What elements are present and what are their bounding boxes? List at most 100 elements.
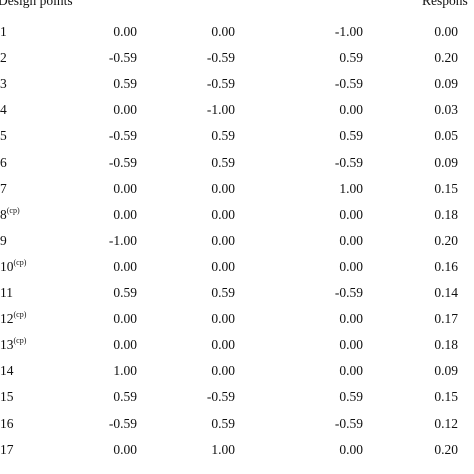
point-number: 2 (0, 50, 7, 66)
factor-value: 0.59 (113, 389, 137, 405)
factor-value: 0.59 (113, 76, 137, 92)
design-point: 5 (0, 128, 7, 144)
factor-value: 0.00 (113, 24, 137, 39)
factor-value: 0.00 (211, 180, 235, 196)
point-number: 13 (0, 337, 14, 353)
factor-value: 0.00 (211, 206, 235, 222)
response-value: 0.14 (434, 285, 458, 300)
factor-value: 0.00 (339, 102, 363, 118)
design-point: 1 (0, 24, 7, 40)
factor-value: -0.59 (334, 154, 363, 170)
factor-value: 0.59 (339, 128, 363, 144)
factor-value: 0.00 (211, 258, 235, 274)
response-value: 0.12 (434, 415, 458, 431)
factor-value: 1.00 (339, 180, 363, 196)
factor-value: 0.00 (113, 180, 137, 196)
response-value: 0.20 (434, 50, 458, 66)
point-number: 15 (0, 389, 14, 405)
column-header: Respons (422, 0, 468, 8)
point-number: 16 (0, 415, 14, 431)
factor-value: 0.59 (211, 415, 235, 431)
factor-value: 0.00 (113, 258, 137, 274)
factor-value: 0.00 (339, 311, 363, 327)
factor-value: -0.59 (206, 389, 235, 405)
factor-value: -0.59 (334, 415, 363, 431)
response-value: 0.09 (434, 154, 458, 170)
factor-value: 0.00 (339, 258, 363, 274)
factor-value: 1.00 (211, 441, 235, 457)
response-value: 0.09 (434, 76, 458, 92)
column-header: Design points (0, 0, 73, 8)
factor-value: -1.00 (334, 24, 363, 39)
response-value: 0.16 (434, 258, 458, 274)
design-point: 15 (0, 389, 14, 405)
center-point-note: (cp) (6, 205, 20, 215)
point-number: 3 (0, 76, 7, 92)
point-number: 12 (0, 311, 14, 327)
factor-value: 0.00 (211, 337, 235, 353)
factor-value: 0.00 (339, 232, 363, 248)
point-number: 8 (0, 206, 7, 222)
response-value: 0.05 (434, 128, 458, 144)
point-number: 4 (0, 102, 7, 118)
factor-value: 0.59 (113, 285, 137, 300)
center-point-note: (cp) (13, 257, 27, 267)
factor-value: -0.59 (108, 128, 137, 144)
design-point: 12(cp) (0, 311, 26, 327)
factor-value: -0.59 (206, 50, 235, 66)
design-point: 4 (0, 102, 7, 118)
point-number: 7 (0, 180, 7, 196)
response-value: 0.17 (434, 311, 458, 327)
center-point-note: (cp) (13, 310, 27, 320)
factor-value: 0.59 (211, 128, 235, 144)
factor-value: -0.59 (334, 76, 363, 92)
response-value: 0.03 (434, 102, 458, 118)
design-point: 14 (0, 363, 14, 379)
design-point: 3 (0, 76, 7, 92)
design-point: 11 (0, 285, 13, 301)
design-point: 2 (0, 50, 7, 66)
design-point: 17 (0, 442, 14, 458)
point-number: 11 (0, 285, 13, 300)
factor-value: 0.59 (211, 285, 235, 300)
response-value: 0.18 (434, 337, 458, 353)
design-point: 8(cp) (0, 205, 20, 223)
factor-value: 0.00 (113, 102, 137, 118)
design-point: 6 (0, 155, 7, 171)
factor-value: 0.59 (339, 50, 363, 66)
factor-value: 0.00 (211, 363, 235, 379)
factor-value: -0.59 (206, 76, 235, 92)
factor-value: -0.59 (108, 154, 137, 170)
response-value: 0.15 (434, 389, 458, 405)
factor-value: 0.00 (113, 206, 137, 222)
factor-value: 0.00 (339, 363, 363, 379)
design-point: 16 (0, 416, 14, 432)
factor-value: -0.59 (334, 285, 363, 300)
design-point: 9 (0, 233, 7, 249)
design-point: 10(cp) (0, 257, 27, 275)
design-point: 7 (0, 181, 7, 197)
factor-value: 0.00 (113, 311, 137, 327)
factor-value: 0.00 (211, 232, 235, 248)
factor-value: 0.59 (211, 154, 235, 170)
point-number: 17 (0, 441, 14, 457)
factor-value: -1.00 (206, 102, 235, 118)
factor-value: 0.00 (113, 441, 137, 457)
factor-value: 0.59 (339, 389, 363, 405)
point-number: 10 (0, 258, 14, 274)
response-value: 0.15 (434, 180, 458, 196)
center-point-note: (cp) (13, 336, 27, 346)
response-value: 0.00 (434, 24, 458, 39)
design-point: 13(cp) (0, 337, 26, 353)
factor-value: -1.00 (108, 232, 137, 248)
response-value: 0.09 (434, 363, 458, 379)
factor-value: 0.00 (339, 441, 363, 457)
response-value: 0.20 (434, 441, 458, 457)
point-number: 1 (0, 24, 7, 39)
factor-value: 0.00 (211, 311, 235, 327)
point-number: 5 (0, 128, 7, 144)
factor-value: -0.59 (108, 50, 137, 66)
response-value: 0.20 (434, 232, 458, 248)
point-number: 14 (0, 363, 14, 379)
